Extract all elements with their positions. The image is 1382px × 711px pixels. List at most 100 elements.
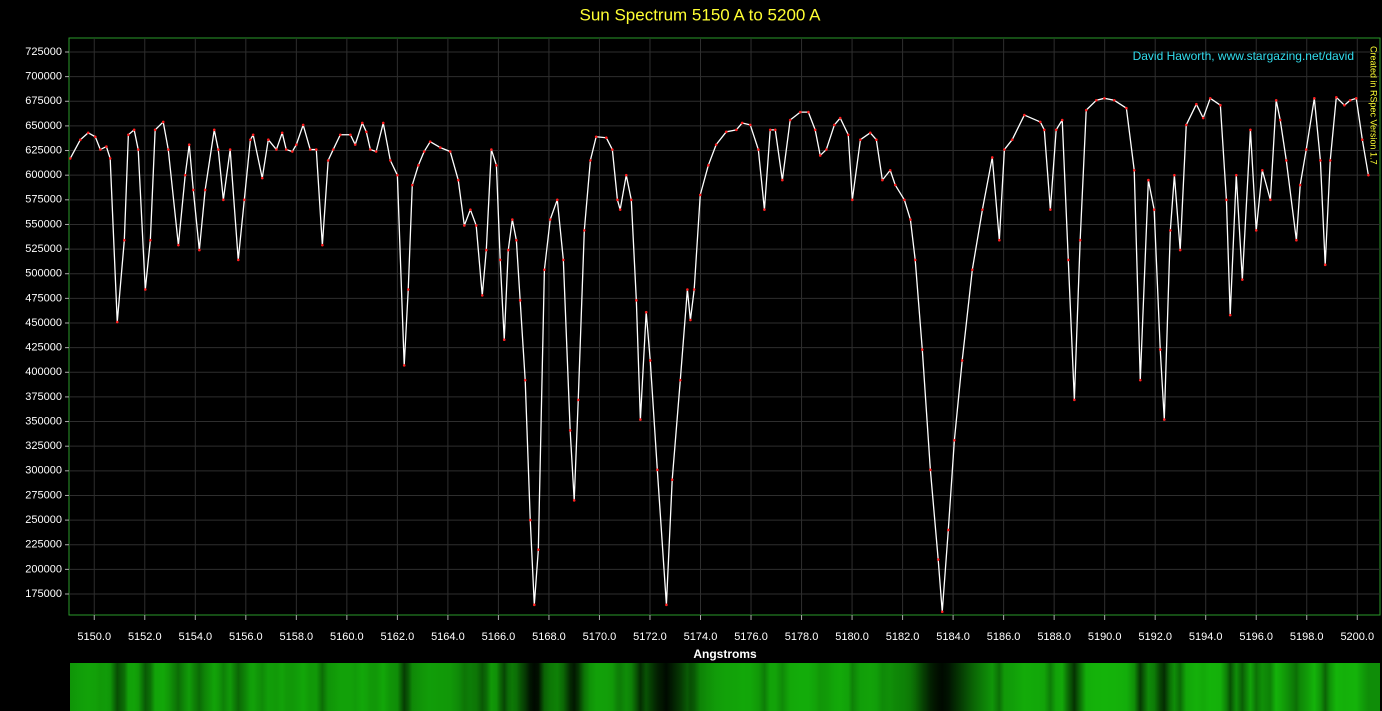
data-point (735, 128, 738, 132)
data-point (1328, 159, 1332, 162)
data-point (1195, 102, 1198, 106)
data-point (629, 198, 633, 202)
data-point (589, 159, 592, 162)
data-point (1278, 118, 1282, 122)
plot-area (68, 37, 1381, 616)
data-point (881, 178, 884, 182)
data-point (644, 310, 648, 314)
data-point (851, 198, 854, 202)
data-point (448, 150, 452, 153)
y-tick-label: 350000 (25, 415, 62, 427)
data-point (518, 299, 522, 302)
data-point (846, 133, 850, 137)
data-point (422, 150, 426, 153)
data-point (115, 320, 119, 324)
data-point (616, 198, 619, 202)
data-point (548, 218, 552, 221)
y-tick-label: 700000 (25, 71, 62, 83)
data-point (1060, 118, 1064, 122)
data-point (665, 603, 668, 607)
data-point (686, 288, 689, 291)
y-tick-label: 425000 (25, 342, 62, 354)
data-point (562, 258, 565, 262)
data-point (740, 121, 744, 125)
data-point (1249, 128, 1252, 132)
data-point (818, 154, 822, 157)
data-point (511, 218, 514, 221)
data-point (947, 528, 950, 532)
data-point (1138, 378, 1142, 382)
y-tick-label: 475000 (25, 292, 62, 304)
data-point (639, 418, 642, 421)
data-point (338, 133, 342, 137)
data-point (321, 243, 324, 247)
data-point (280, 131, 284, 135)
data-point (1367, 173, 1370, 177)
y-tick-label: 625000 (25, 144, 62, 156)
data-point (463, 224, 466, 227)
data-point (243, 198, 246, 202)
data-point (604, 136, 608, 140)
data-point (528, 518, 532, 522)
data-point (813, 128, 817, 132)
data-point (417, 164, 420, 167)
data-point (572, 499, 576, 502)
x-tick-label: 5198.0 (1290, 631, 1324, 643)
data-point (611, 148, 614, 151)
spectrum-strip (70, 663, 1380, 711)
data-point (1003, 148, 1006, 151)
data-point (1313, 97, 1316, 100)
data-point (537, 548, 540, 551)
data-point (308, 148, 312, 151)
data-point (990, 156, 994, 159)
data-point (714, 143, 718, 146)
x-tick-label: 5196.0 (1239, 631, 1273, 643)
data-point (369, 148, 372, 151)
data-point (1010, 138, 1014, 142)
data-point (824, 148, 828, 151)
data-point (1219, 103, 1222, 107)
data-point (1298, 183, 1302, 187)
x-tick-label: 5158.0 (280, 631, 314, 643)
data-point (402, 364, 406, 367)
data-point (1354, 97, 1358, 100)
data-point (1162, 418, 1166, 421)
y-tick-label: 175000 (25, 588, 62, 600)
data-point (203, 188, 207, 192)
data-point (1269, 198, 1272, 202)
y-tick-label: 600000 (25, 169, 62, 181)
data-point (216, 148, 220, 151)
data-point (260, 176, 264, 180)
data-point (153, 128, 157, 132)
y-tick-label: 325000 (25, 440, 62, 452)
data-point (648, 359, 652, 362)
x-tick-label: 5154.0 (178, 631, 212, 643)
data-point (635, 299, 638, 302)
data-point (251, 133, 255, 137)
data-point (1132, 168, 1136, 172)
data-point (105, 145, 108, 148)
data-point (326, 159, 330, 162)
y-tick-label: 200000 (25, 563, 62, 575)
data-point (893, 183, 897, 187)
data-point (490, 148, 493, 151)
data-point (532, 603, 536, 607)
data-point (1038, 120, 1042, 124)
data-point (953, 438, 956, 442)
data-point (1095, 98, 1098, 102)
data-point (707, 164, 710, 167)
x-tick-label: 5170.0 (583, 631, 617, 643)
data-point (1169, 229, 1172, 232)
y-tick-label: 675000 (25, 95, 62, 107)
data-point (1066, 258, 1070, 262)
data-point (191, 188, 195, 192)
annotation: David Haworth, www.stargazing.net/david (1133, 49, 1354, 63)
data-point (132, 128, 136, 132)
data-point (698, 193, 702, 197)
data-point (1348, 98, 1352, 102)
data-point (284, 148, 288, 151)
data-point (406, 288, 410, 291)
data-point (1173, 173, 1176, 177)
data-point (428, 140, 432, 143)
